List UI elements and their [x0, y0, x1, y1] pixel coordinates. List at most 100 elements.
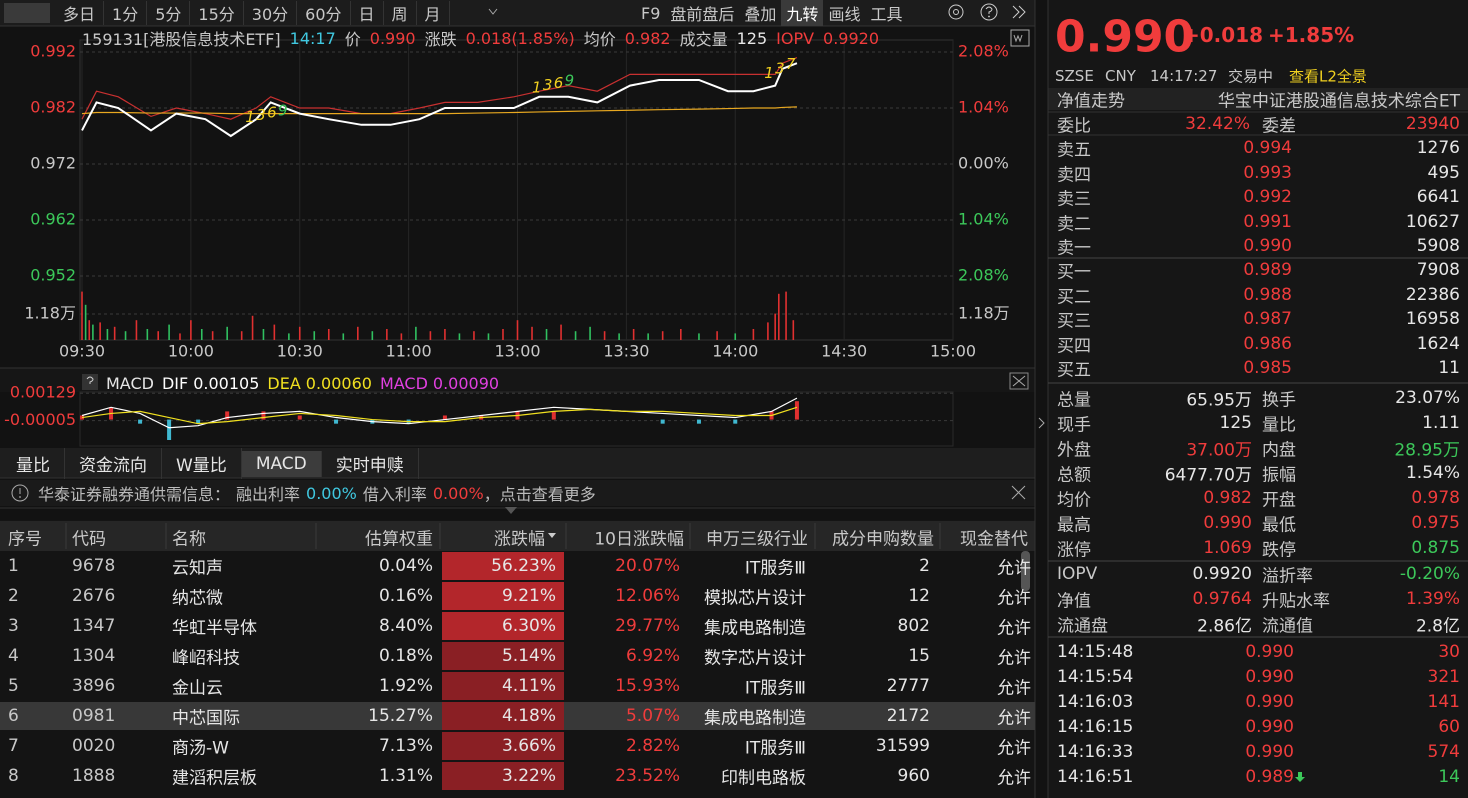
- volume-bar: [603, 331, 606, 340]
- column-header[interactable]: 代码: [72, 529, 106, 550]
- table-cell: 2676: [72, 586, 116, 606]
- stat-label: 均价: [1057, 490, 1091, 511]
- table-cell: 7: [8, 736, 19, 756]
- stat-label: 现手: [1057, 415, 1091, 436]
- volume-bar: [444, 329, 446, 340]
- tool-button[interactable]: 盘前盘后: [670, 5, 735, 24]
- column-header[interactable]: 涨跌幅: [494, 529, 545, 550]
- column-header[interactable]: 估算权重: [365, 529, 433, 550]
- column-header[interactable]: 申万三级行业: [706, 529, 808, 550]
- level-label: 卖四: [1057, 165, 1091, 185]
- volume-bar: [487, 333, 490, 340]
- macd-header-bg: [0, 368, 1035, 392]
- column-header[interactable]: 成分申购数量: [832, 529, 934, 550]
- tab[interactable]: 量比: [2, 448, 65, 479]
- y2-tick-label: 2.08%: [958, 42, 1009, 61]
- period-button[interactable]: 60分: [297, 1, 351, 25]
- column-header[interactable]: 现金替代: [960, 529, 1028, 550]
- table-cell: 商汤-W: [172, 738, 229, 759]
- y-tick-label: 0.982: [30, 98, 76, 117]
- level-price: 0.994: [1243, 138, 1292, 158]
- period-button[interactable]: 月: [417, 1, 450, 25]
- help-macd[interactable]: [82, 374, 98, 390]
- more-icon[interactable]: [1012, 5, 1026, 19]
- currency: CNY: [1105, 67, 1136, 85]
- volume-bar: [211, 331, 214, 340]
- trade-price: 0.990: [1245, 642, 1294, 662]
- volume-bar: [778, 293, 780, 340]
- table-cell: 0.04%: [378, 556, 433, 576]
- column-header[interactable]: 名称: [172, 529, 206, 550]
- period-button[interactable]: 15分: [190, 1, 244, 25]
- period-toolbar: 多日 1分 5分 15分 30分 60分日周月: [55, 0, 450, 26]
- table-cell: 5.14%: [501, 646, 556, 666]
- expand-arrow[interactable]: [505, 507, 517, 514]
- wp-icon[interactable]: [1010, 29, 1030, 47]
- tab[interactable]: MACD: [241, 450, 322, 477]
- tab[interactable]: 实时申赎: [322, 448, 419, 479]
- volume-bar: [99, 322, 101, 340]
- tool-button[interactable]: F9: [641, 3, 661, 23]
- close-notice[interactable]: [1011, 485, 1026, 500]
- stat-value: 0.9920: [1192, 564, 1252, 584]
- period-button[interactable]: 30分: [244, 1, 298, 25]
- volume-bar: [785, 291, 787, 340]
- tab[interactable]: 资金流向: [65, 448, 162, 479]
- x-tick-label: 13:30: [603, 342, 649, 361]
- y2-tick-label: 1.04%: [958, 98, 1009, 117]
- table-cell: 允许: [997, 648, 1031, 669]
- trade-time: 14:16:03: [1057, 692, 1134, 712]
- period-button[interactable]: 日: [351, 1, 384, 25]
- collapse-arrow[interactable]: [1038, 417, 1045, 429]
- period-button[interactable]: 周: [384, 1, 417, 25]
- tool-button[interactable]: 画线: [828, 5, 861, 24]
- column-header[interactable]: 序号: [8, 529, 42, 550]
- macd-bar: [551, 411, 556, 420]
- stat-value: 37.00万: [1186, 440, 1252, 461]
- volume-bar: [81, 291, 83, 340]
- legend-label: DIF: [161, 373, 189, 393]
- notice-bar[interactable]: 华泰证券融券通供需信息： 融出利率 0.00% 借入利率 0.00% ，点击查看更多: [38, 481, 596, 505]
- trade-time: 14:16:15: [1057, 717, 1134, 737]
- quote-field: 125: [736, 28, 768, 48]
- tool-button[interactable]: 九转: [781, 0, 824, 26]
- dropdown-arrow[interactable]: [488, 8, 498, 15]
- settings-icon[interactable]: [948, 4, 964, 20]
- column-header[interactable]: 10日涨跌幅: [594, 529, 684, 550]
- y2-tick-label: 2.08%: [958, 266, 1009, 285]
- table-cell: 中芯国际: [172, 708, 240, 729]
- quote-field: 159131[港股信息技术ETF]: [82, 30, 281, 49]
- change-cell: [442, 702, 564, 730]
- tool-button[interactable]: 叠加: [744, 5, 777, 24]
- period-button[interactable]: 5分: [147, 1, 191, 25]
- volume-bar: [429, 331, 432, 340]
- trade-price: 0.990: [1245, 717, 1294, 737]
- table-cell: 8: [8, 766, 19, 786]
- close-macd[interactable]: [1009, 372, 1029, 390]
- tool-button[interactable]: 工具: [870, 5, 903, 24]
- annotation: 6: [267, 104, 277, 122]
- legend-value: 0.00060: [305, 373, 372, 393]
- change-cell: [442, 732, 564, 760]
- volume-bar: [473, 331, 475, 340]
- macd-bar: [442, 415, 447, 420]
- scrollbar[interactable]: [1021, 551, 1030, 591]
- stat-label: 涨停: [1057, 540, 1091, 561]
- table-cell: 23.52%: [615, 766, 680, 786]
- notice-text: 融出利率: [236, 485, 301, 504]
- period-button[interactable]: 1分: [104, 1, 148, 25]
- tab[interactable]: W量比: [162, 448, 242, 479]
- tab-bar: 量比 资金流向 W量比 MACD 实时申赎: [2, 448, 419, 479]
- table-cell: 2: [8, 586, 19, 606]
- nav-trend-link[interactable]: 净值走势: [1057, 91, 1125, 112]
- l2-link[interactable]: 查看L2全景: [1289, 67, 1367, 86]
- level-label: 买五: [1057, 360, 1091, 381]
- volume-bar: [92, 324, 94, 340]
- help-icon[interactable]: [980, 3, 998, 21]
- level-label: 卖三: [1057, 189, 1091, 210]
- period-button[interactable]: 多日: [55, 1, 105, 25]
- table-cell: 纳芯微: [172, 588, 223, 609]
- sort-arrow[interactable]: [548, 533, 556, 538]
- volume-bar: [545, 329, 548, 340]
- level-volume: 1624: [1416, 333, 1460, 354]
